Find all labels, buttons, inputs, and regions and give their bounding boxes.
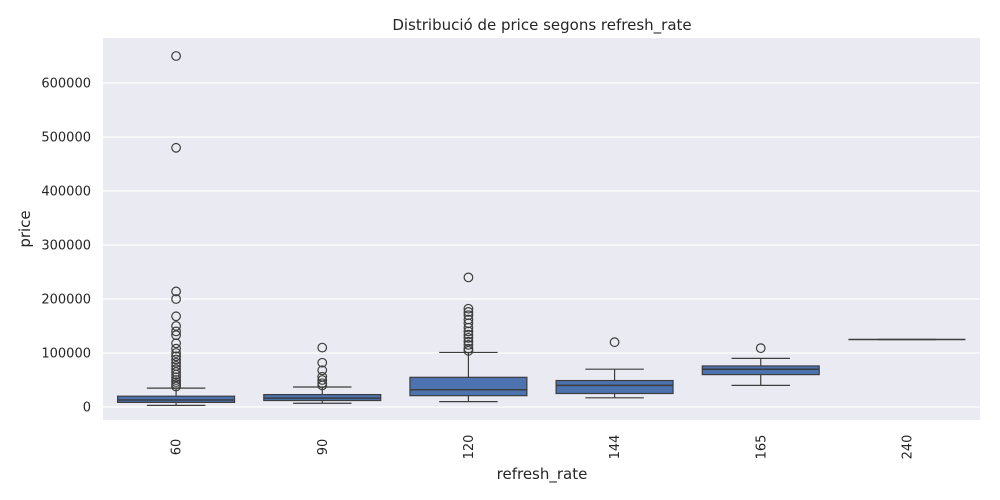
x-tick-label: 165 bbox=[754, 435, 769, 460]
x-axis-label: refresh_rate bbox=[497, 465, 588, 484]
outlier-point bbox=[171, 354, 181, 365]
y-tick-label: 400000 bbox=[41, 185, 91, 200]
x-tick-label: 144 bbox=[608, 435, 623, 460]
plot-area bbox=[103, 38, 980, 420]
outlier-point bbox=[317, 365, 328, 376]
x-tick-label: 240 bbox=[900, 435, 915, 460]
y-axis-label: price bbox=[16, 210, 34, 247]
y-tick-label: 300000 bbox=[41, 239, 91, 254]
outlier-point bbox=[317, 375, 328, 385]
boxes bbox=[117, 51, 966, 406]
outlier-point bbox=[463, 322, 474, 333]
outlier-point bbox=[171, 338, 181, 349]
box-120 bbox=[409, 272, 528, 403]
outlier-point bbox=[171, 351, 181, 362]
y-tick-label: 0 bbox=[83, 401, 91, 416]
gridlines bbox=[103, 82, 980, 408]
iqr-box bbox=[409, 376, 528, 397]
outlier-point bbox=[463, 307, 474, 317]
outlier-point bbox=[171, 343, 181, 354]
iqr-box bbox=[555, 379, 674, 395]
outlier-point bbox=[463, 345, 474, 356]
outlier-point bbox=[171, 369, 181, 380]
outlier-point bbox=[463, 340, 474, 350]
y-tick-labels: 0 100000 200000 300000 400000 500000 600000 bbox=[41, 77, 91, 416]
outlier-point bbox=[171, 381, 181, 392]
outlier-point bbox=[463, 329, 474, 340]
outlier-point bbox=[171, 294, 181, 304]
outlier-point bbox=[171, 51, 181, 61]
y-tick-label: 100000 bbox=[41, 347, 91, 362]
outlier-point bbox=[317, 357, 328, 368]
y-tick-label: 500000 bbox=[41, 131, 91, 146]
outlier-point bbox=[317, 342, 328, 353]
box-165 bbox=[701, 343, 820, 386]
y-tick-label: 200000 bbox=[41, 293, 91, 308]
y-tick-label: 600000 bbox=[41, 77, 91, 92]
outlier-point bbox=[171, 286, 181, 297]
box-144 bbox=[555, 337, 674, 399]
outlier-point bbox=[755, 343, 766, 354]
x-tick-label: 60 bbox=[170, 439, 185, 456]
iqr-box bbox=[701, 365, 820, 376]
outlier-point bbox=[609, 337, 620, 348]
x-tick-label: 120 bbox=[462, 435, 477, 460]
outlier-point bbox=[463, 332, 474, 343]
outlier-point bbox=[171, 311, 181, 322]
box-90 bbox=[263, 342, 382, 404]
outlier-point bbox=[463, 326, 474, 337]
outlier-point bbox=[317, 380, 328, 391]
outlier-point bbox=[463, 303, 474, 314]
x-tick-labels: 60 90 120 144 165 240 bbox=[170, 435, 916, 460]
outlier-point bbox=[171, 326, 181, 337]
outlier-point bbox=[463, 272, 474, 283]
chart-title: Distribució de price segons refresh_rate bbox=[392, 16, 691, 35]
outlier-point bbox=[171, 348, 181, 358]
outlier-point bbox=[171, 142, 181, 153]
x-tick-label: 90 bbox=[316, 439, 331, 456]
box-60 bbox=[117, 51, 236, 406]
